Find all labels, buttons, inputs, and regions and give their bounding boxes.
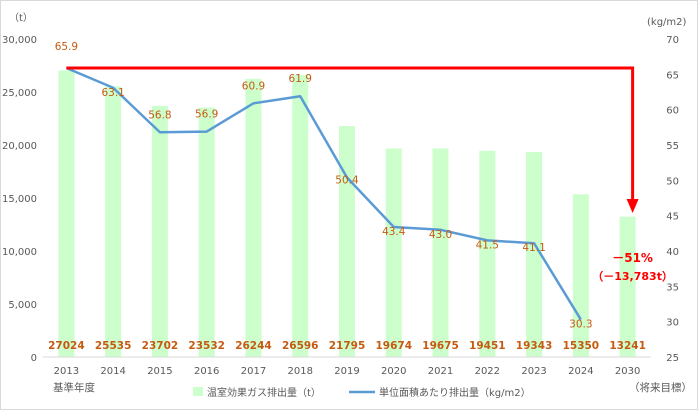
category-label: 2030 (615, 366, 640, 377)
category-label: 2018 (288, 366, 313, 377)
line-value-label: 41.1 (522, 242, 545, 254)
bar-value-label: 26596 (282, 340, 319, 352)
target-note: （将来目標） (629, 381, 692, 394)
line-value-label: 61.9 (289, 73, 312, 85)
right-axis-unit: (kg/m2) (647, 17, 687, 28)
bar-value-label: 26244 (235, 340, 272, 352)
legend-bar-label: 温室効果ガス排出量（t） (207, 386, 321, 399)
line-value-label: 50.4 (335, 175, 359, 187)
bar-value-label: 19451 (469, 340, 506, 352)
legend-bar-swatch (193, 387, 203, 396)
bar-value-label: 19343 (516, 340, 553, 352)
line-value-label: 63.1 (101, 87, 124, 99)
bar-value-label: 15350 (563, 340, 600, 352)
category-label: 2016 (194, 366, 219, 377)
right-tick-label: 45 (666, 212, 679, 223)
right-tick-label: 50 (666, 176, 679, 187)
right-tick-label: 40 (666, 247, 679, 258)
category-label: 2013 (54, 366, 79, 377)
bar-2021 (432, 148, 449, 357)
bar-2015 (151, 105, 168, 358)
bar-2022 (479, 150, 496, 357)
category-label: 2021 (428, 366, 453, 377)
line-value-label: 41.5 (476, 239, 499, 251)
line-value-label: 43.0 (429, 229, 452, 241)
category-label: 2019 (334, 366, 359, 377)
left-tick-label: 15,000 (2, 194, 37, 205)
bar-value-label: 19674 (376, 340, 413, 352)
bar-value-label: 19675 (422, 340, 459, 352)
bar-value-label: 25535 (95, 340, 132, 352)
bar-2013 (58, 70, 75, 358)
bar-value-label: 13241 (609, 340, 646, 352)
bar-value-label: 27024 (48, 340, 85, 352)
right-tick-label: 60 (666, 106, 679, 117)
right-tick-label: 25 (666, 353, 679, 364)
bar-2024 (572, 194, 589, 357)
right-tick-label: 65 (666, 70, 679, 81)
left-tick-label: 25,000 (2, 88, 37, 99)
bar-value-label: 23702 (142, 340, 179, 352)
line-value-label: 43.4 (382, 226, 406, 238)
category-label: 2020 (381, 366, 406, 377)
left-tick-label: 30,000 (2, 35, 37, 46)
bar-2019 (339, 125, 355, 358)
bar-2020 (385, 148, 402, 357)
bar-2017 (245, 78, 262, 357)
left-tick-label: 10,000 (2, 247, 37, 258)
left-tick-label: 5,000 (8, 300, 37, 311)
line-value-label: 65.9 (55, 41, 78, 53)
line-value-label: 56.8 (148, 109, 171, 121)
bar-2018 (292, 75, 309, 357)
right-tick-label: 35 (666, 282, 679, 293)
right-tick-label: 55 (666, 141, 679, 152)
base-year-note: 基準年度 (53, 381, 95, 394)
left-tick-label: 20,000 (2, 141, 37, 152)
intensity-line (65, 66, 582, 321)
category-label: 2015 (147, 366, 172, 377)
bar-2030 (619, 216, 636, 357)
category-label: 2022 (475, 366, 500, 377)
left-tick-label: 0 (31, 353, 37, 364)
bar-value-label: 23532 (188, 340, 225, 352)
legend-line-label: 単位面積あたり排出量（kg/m2） (379, 386, 531, 399)
left-axis-unit: （t） (9, 12, 33, 24)
bar-2023 (526, 151, 543, 357)
line-value-label: 56.9 (195, 109, 218, 121)
bar-2016 (198, 107, 215, 358)
reduction-amount: （－13,783t） (592, 270, 673, 283)
category-label: 2017 (241, 366, 266, 377)
category-label: 2023 (521, 366, 546, 377)
right-tick-label: 70 (666, 35, 679, 46)
reduction-percent: －51% (612, 251, 653, 265)
reduction-arrow-head (626, 199, 639, 213)
category-label: 2024 (568, 366, 593, 377)
category-label: 2014 (100, 366, 125, 377)
right-tick-label: 30 (666, 318, 679, 329)
bar-2014 (105, 86, 122, 357)
line-value-label: 30.3 (569, 319, 592, 331)
bar-value-label: 21795 (329, 340, 366, 352)
line-value-label: 60.9 (242, 80, 265, 92)
